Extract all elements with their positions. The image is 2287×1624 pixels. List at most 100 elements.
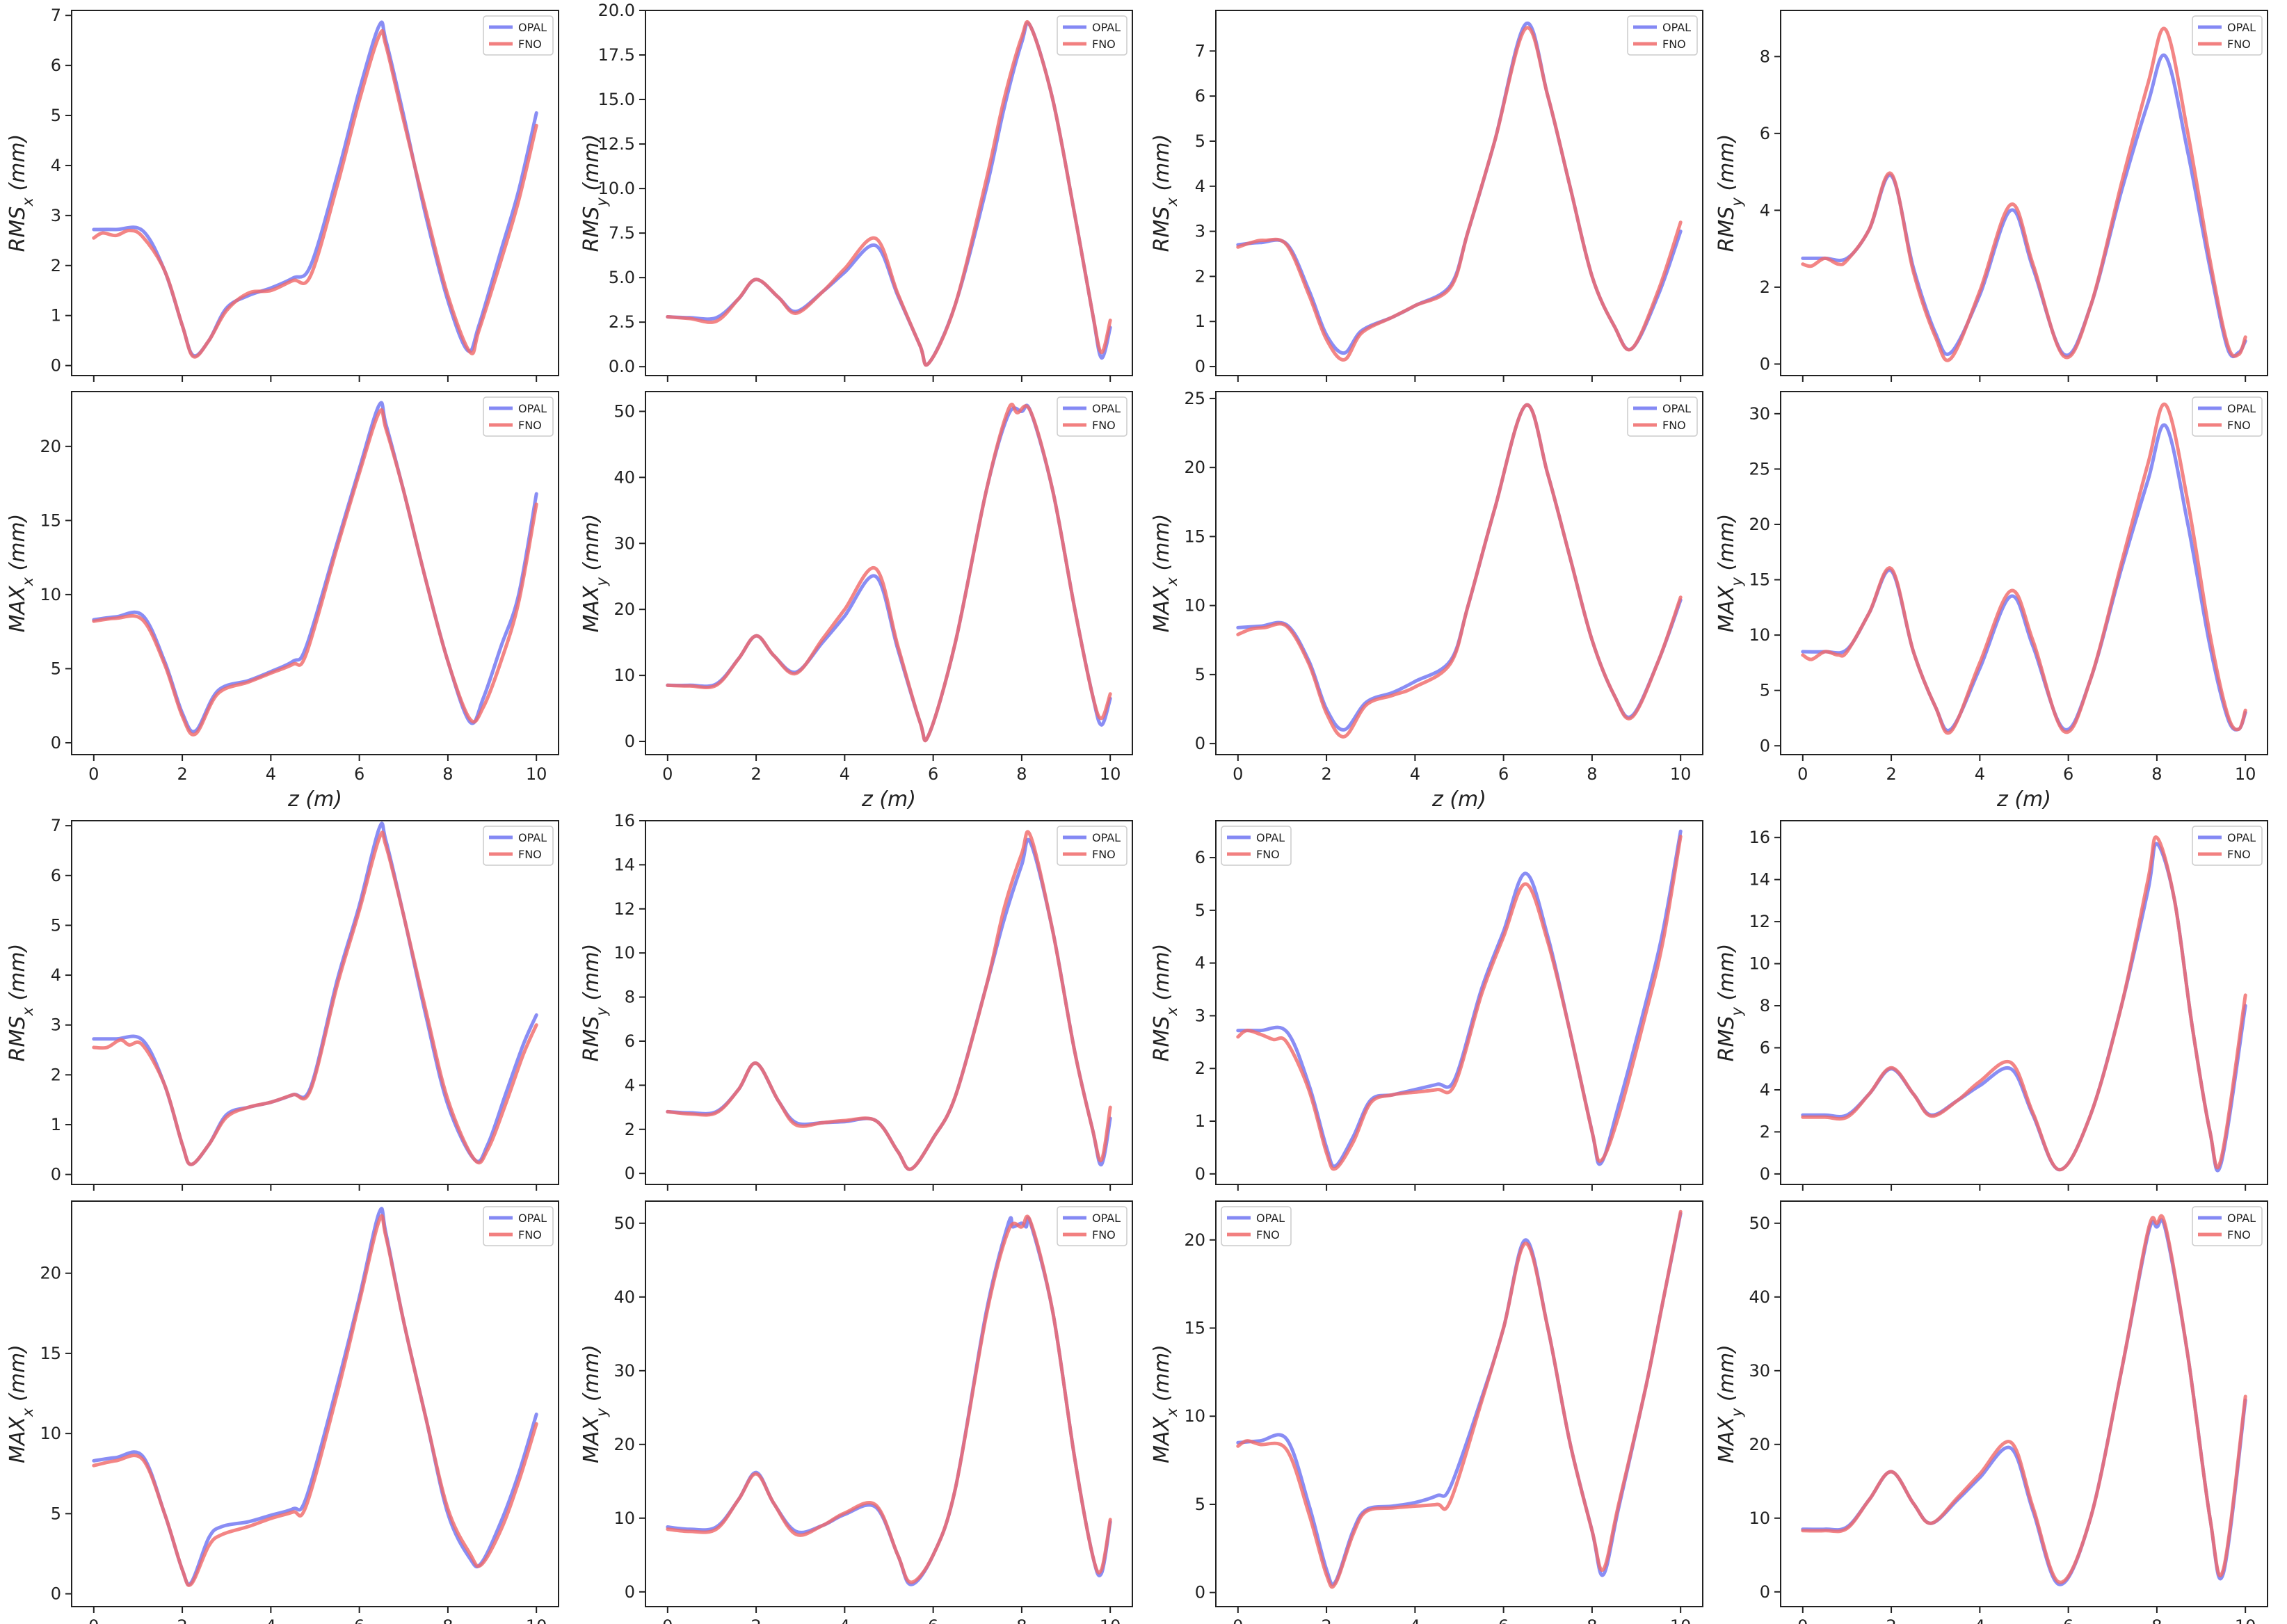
y-tick-label: 0: [1760, 1582, 1770, 1602]
x-tick-label: 2: [1321, 1616, 1331, 1624]
y-label-subscript: y: [1728, 1007, 1745, 1017]
axes-frame: [1780, 10, 2268, 376]
series-line-fno: [666, 20, 1112, 367]
y-tick-label: 5: [1195, 131, 1205, 151]
y-label-unit: (mm): [1150, 944, 1174, 1007]
series-line-opal: [1801, 1218, 2247, 1586]
y-label-unit: (mm): [1715, 1344, 1739, 1408]
y-tick-label: 5: [51, 1504, 61, 1523]
y-label-unit: (mm): [1150, 134, 1174, 198]
y-tick-label: 1: [51, 1115, 61, 1134]
x-tick-label: 8: [1016, 764, 1027, 784]
y-tick-label: 6: [1195, 848, 1205, 867]
legend-label-opal: OPAL: [518, 21, 547, 34]
y-label-base: MAX: [579, 585, 604, 632]
y-tick-label: 20: [1749, 515, 1770, 534]
y-tick-label: 50: [613, 401, 635, 421]
y-label-base: RMS: [579, 207, 604, 252]
y-tick-label: 10: [1749, 625, 1770, 645]
legend-label-fno: FNO: [1092, 419, 1116, 432]
subplot-8: 0 5 10 15 20 25 30 0 2 4 6 8 10 z (m) MAXy (mm) OPAL FNO: [1715, 391, 2268, 812]
y-tick-label: 0: [1195, 357, 1205, 376]
x-tick-label: 8: [2151, 1616, 2162, 1624]
y-tick-label: 7: [51, 816, 61, 835]
legend-label-opal: OPAL: [1092, 831, 1121, 844]
legend-label-fno: FNO: [518, 419, 542, 432]
y-tick-label: 5: [51, 106, 61, 125]
y-tick-label: 0: [625, 732, 635, 751]
legend-label-fno: FNO: [1092, 848, 1116, 861]
y-label-unit: (mm): [6, 1344, 30, 1408]
legend-label-opal: OPAL: [2227, 1212, 2256, 1225]
y-label-base: MAX: [579, 1416, 604, 1463]
legend: OPAL FNO: [1057, 15, 1128, 56]
y-axis-label: RMSy (mm): [579, 944, 610, 1062]
legend-label-opal: OPAL: [2227, 831, 2256, 844]
subplot-12: 0 2 4 6 8 10 12 14 16 RMSy (mm) OPAL FNO: [1715, 820, 2268, 1191]
y-tick-label: 20: [1184, 1230, 1205, 1250]
y-tick-label: 0: [51, 733, 61, 753]
axes-frame: [1215, 391, 1703, 755]
y-label-subscript: x: [1164, 198, 1180, 207]
y-tick-label: 50: [613, 1214, 635, 1233]
y-tick-label: 7.5: [609, 223, 635, 243]
legend-label-opal: OPAL: [518, 1212, 547, 1225]
series-line-fno: [1801, 1214, 2247, 1584]
y-tick-label: 0.0: [609, 357, 635, 376]
y-axis-label: RMSy (mm): [1715, 944, 1745, 1062]
y-label-subscript: y: [593, 577, 610, 586]
series-line-opal: [666, 21, 1112, 367]
x-tick-label: 2: [177, 764, 187, 784]
legend-label-fno: FNO: [2227, 1228, 2251, 1241]
y-tick-label: 20: [40, 437, 61, 456]
axes-frame: [71, 820, 559, 1185]
y-axis-label: RMSx (mm): [6, 944, 36, 1062]
y-tick-label: 3: [51, 1015, 61, 1035]
y-label-base: RMS: [6, 207, 30, 252]
axes-frame: [71, 391, 559, 755]
y-tick-label: 2: [1195, 266, 1205, 286]
y-axis-label: MAXx (mm): [6, 514, 36, 633]
y-label-unit: (mm): [579, 1344, 604, 1408]
y-tick-label: 40: [613, 467, 635, 487]
x-tick-label: 4: [1410, 1616, 1420, 1624]
y-tick-label: 12: [1749, 912, 1770, 931]
y-tick-label: 1: [51, 306, 61, 325]
y-tick-label: 6: [1760, 1038, 1770, 1057]
y-tick-label: 5: [1195, 901, 1205, 920]
x-tick-label: 2: [1886, 764, 1896, 784]
y-tick-label: 5: [51, 659, 61, 678]
series-line-fno: [1236, 403, 1683, 739]
y-tick-label: 4: [1760, 200, 1770, 220]
y-tick-label: 5.0: [609, 268, 635, 287]
legend-label-fno: FNO: [518, 38, 542, 51]
y-axis-label: RMSy (mm): [1715, 134, 1745, 252]
y-tick-label: 10: [1184, 1406, 1205, 1426]
y-tick-label: 15: [40, 510, 61, 530]
y-label-base: RMS: [1715, 1016, 1739, 1062]
y-label-unit: (mm): [1150, 1344, 1174, 1408]
y-tick-label: 6: [1760, 124, 1770, 143]
series-line-opal: [1801, 842, 2247, 1173]
y-label-unit: (mm): [1715, 514, 1739, 577]
y-axis-label: RMSx (mm): [1150, 944, 1180, 1062]
y-tick-label: 4: [51, 965, 61, 985]
subplot-11: 0 1 2 3 4 5 6 RMSx (mm) OPAL FNO: [1150, 820, 1703, 1191]
y-tick-label: 4: [1760, 1080, 1770, 1100]
legend-label-opal: OPAL: [1662, 21, 1691, 34]
y-axis-label: MAXy (mm): [579, 514, 610, 633]
subplot-1: 0 1 2 3 4 5 6 7 RMSx (mm) OPAL FNO: [6, 6, 559, 382]
y-tick-label: 30: [613, 533, 635, 553]
y-label-unit: (mm): [579, 514, 604, 577]
y-tick-label: 7: [51, 6, 61, 25]
y-label-unit: (mm): [1715, 944, 1739, 1007]
y-axis-label: MAXy (mm): [1715, 1344, 1745, 1463]
y-tick-label: 0: [1760, 736, 1770, 755]
y-label-base: RMS: [1150, 207, 1174, 252]
subplot-10: 0 2 4 6 8 10 12 14 16 RMSy (mm) OPAL FNO: [579, 811, 1133, 1191]
y-tick-label: 10: [40, 585, 61, 604]
y-axis-label: MAXx (mm): [6, 1344, 36, 1463]
